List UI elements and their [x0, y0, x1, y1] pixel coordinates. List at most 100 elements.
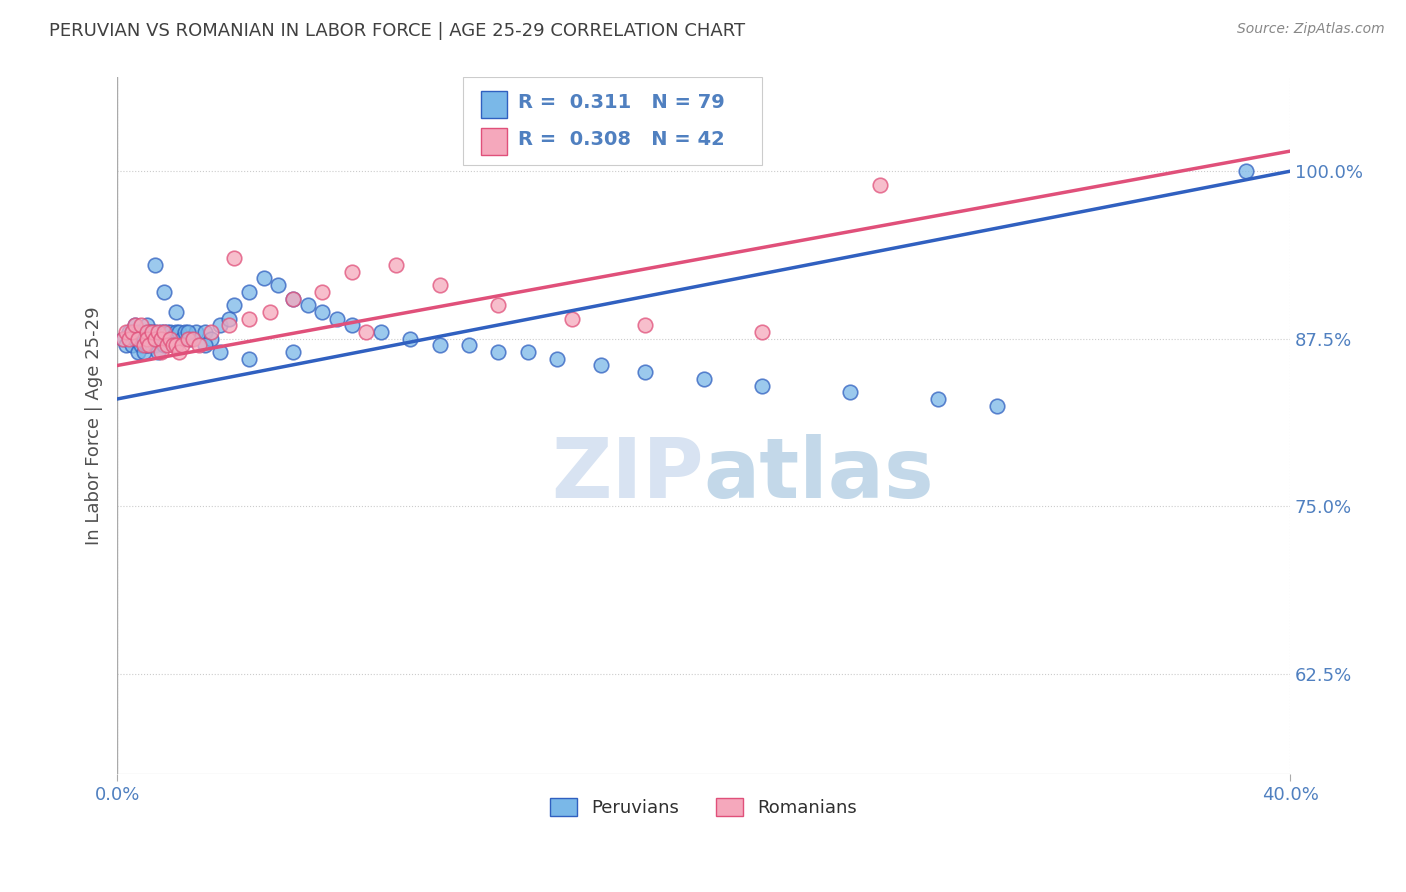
Point	[340, 265, 363, 279]
Point	[179, 332, 201, 346]
Point	[986, 399, 1008, 413]
Point	[141, 325, 163, 339]
Point	[218, 318, 240, 333]
Point	[429, 278, 451, 293]
Point	[159, 325, 181, 339]
Point	[486, 298, 509, 312]
Point	[281, 292, 304, 306]
Point	[370, 325, 392, 339]
Point	[138, 332, 160, 346]
Point	[153, 285, 176, 299]
Point	[150, 332, 173, 346]
Point	[281, 345, 304, 359]
Point	[692, 372, 714, 386]
Point	[143, 258, 166, 272]
Point	[135, 325, 157, 339]
Point	[546, 351, 568, 366]
Point	[1234, 164, 1257, 178]
Point	[165, 305, 187, 319]
Point	[132, 332, 155, 346]
Point	[129, 338, 152, 352]
Bar	[481, 91, 506, 118]
Point	[118, 332, 141, 346]
Point	[208, 318, 231, 333]
Point	[153, 338, 176, 352]
Point	[112, 332, 135, 346]
Point	[141, 338, 163, 352]
Text: R =  0.311   N = 79: R = 0.311 N = 79	[519, 93, 725, 112]
Point	[183, 332, 205, 346]
Point	[165, 338, 187, 352]
Point	[162, 338, 184, 352]
Point	[148, 332, 170, 346]
Point	[238, 351, 260, 366]
Point	[127, 332, 149, 346]
Point	[162, 332, 184, 346]
Text: atlas: atlas	[703, 434, 935, 515]
Point	[148, 325, 170, 339]
Y-axis label: In Labor Force | Age 25-29: In Labor Force | Age 25-29	[86, 307, 103, 545]
Point	[135, 338, 157, 352]
Point	[135, 338, 157, 352]
Point	[127, 345, 149, 359]
Bar	[481, 128, 506, 154]
Point	[516, 345, 538, 359]
Point	[129, 318, 152, 333]
Point	[115, 325, 138, 339]
FancyBboxPatch shape	[463, 78, 762, 164]
Point	[112, 332, 135, 346]
Point	[751, 325, 773, 339]
Point	[186, 325, 208, 339]
Point	[311, 305, 333, 319]
Point	[458, 338, 481, 352]
Point	[159, 332, 181, 346]
Point	[141, 332, 163, 346]
Text: Source: ZipAtlas.com: Source: ZipAtlas.com	[1237, 22, 1385, 37]
Point	[399, 332, 422, 346]
Point	[141, 325, 163, 339]
Point	[135, 325, 157, 339]
Point	[194, 325, 217, 339]
Point	[200, 332, 222, 346]
Point	[150, 345, 173, 359]
Point	[127, 325, 149, 339]
Point	[224, 252, 246, 266]
Point	[927, 392, 949, 406]
Point	[132, 345, 155, 359]
Point	[188, 338, 211, 352]
Point	[167, 345, 190, 359]
Point	[159, 332, 181, 346]
Point	[143, 325, 166, 339]
Point	[165, 338, 187, 352]
Point	[121, 338, 143, 352]
Text: PERUVIAN VS ROMANIAN IN LABOR FORCE | AGE 25-29 CORRELATION CHART: PERUVIAN VS ROMANIAN IN LABOR FORCE | AG…	[49, 22, 745, 40]
Point	[429, 338, 451, 352]
Point	[176, 325, 198, 339]
Point	[170, 332, 193, 346]
Point	[143, 338, 166, 352]
Point	[124, 332, 146, 346]
Point	[259, 305, 281, 319]
Point	[869, 178, 891, 192]
Point	[281, 292, 304, 306]
Text: ZIP: ZIP	[551, 434, 703, 515]
Point	[839, 385, 862, 400]
Point	[124, 318, 146, 333]
Point	[486, 345, 509, 359]
Point	[176, 332, 198, 346]
Point	[634, 365, 657, 379]
Point	[156, 332, 179, 346]
Point	[311, 285, 333, 299]
Point	[384, 258, 406, 272]
Legend: Peruvians, Romanians: Peruvians, Romanians	[543, 790, 865, 824]
Point	[165, 325, 187, 339]
Point	[143, 332, 166, 346]
Point	[589, 359, 612, 373]
Point	[167, 325, 190, 339]
Point	[153, 325, 176, 339]
Point	[218, 311, 240, 326]
Point	[135, 332, 157, 346]
Point	[138, 338, 160, 352]
Point	[132, 338, 155, 352]
Point	[267, 278, 290, 293]
